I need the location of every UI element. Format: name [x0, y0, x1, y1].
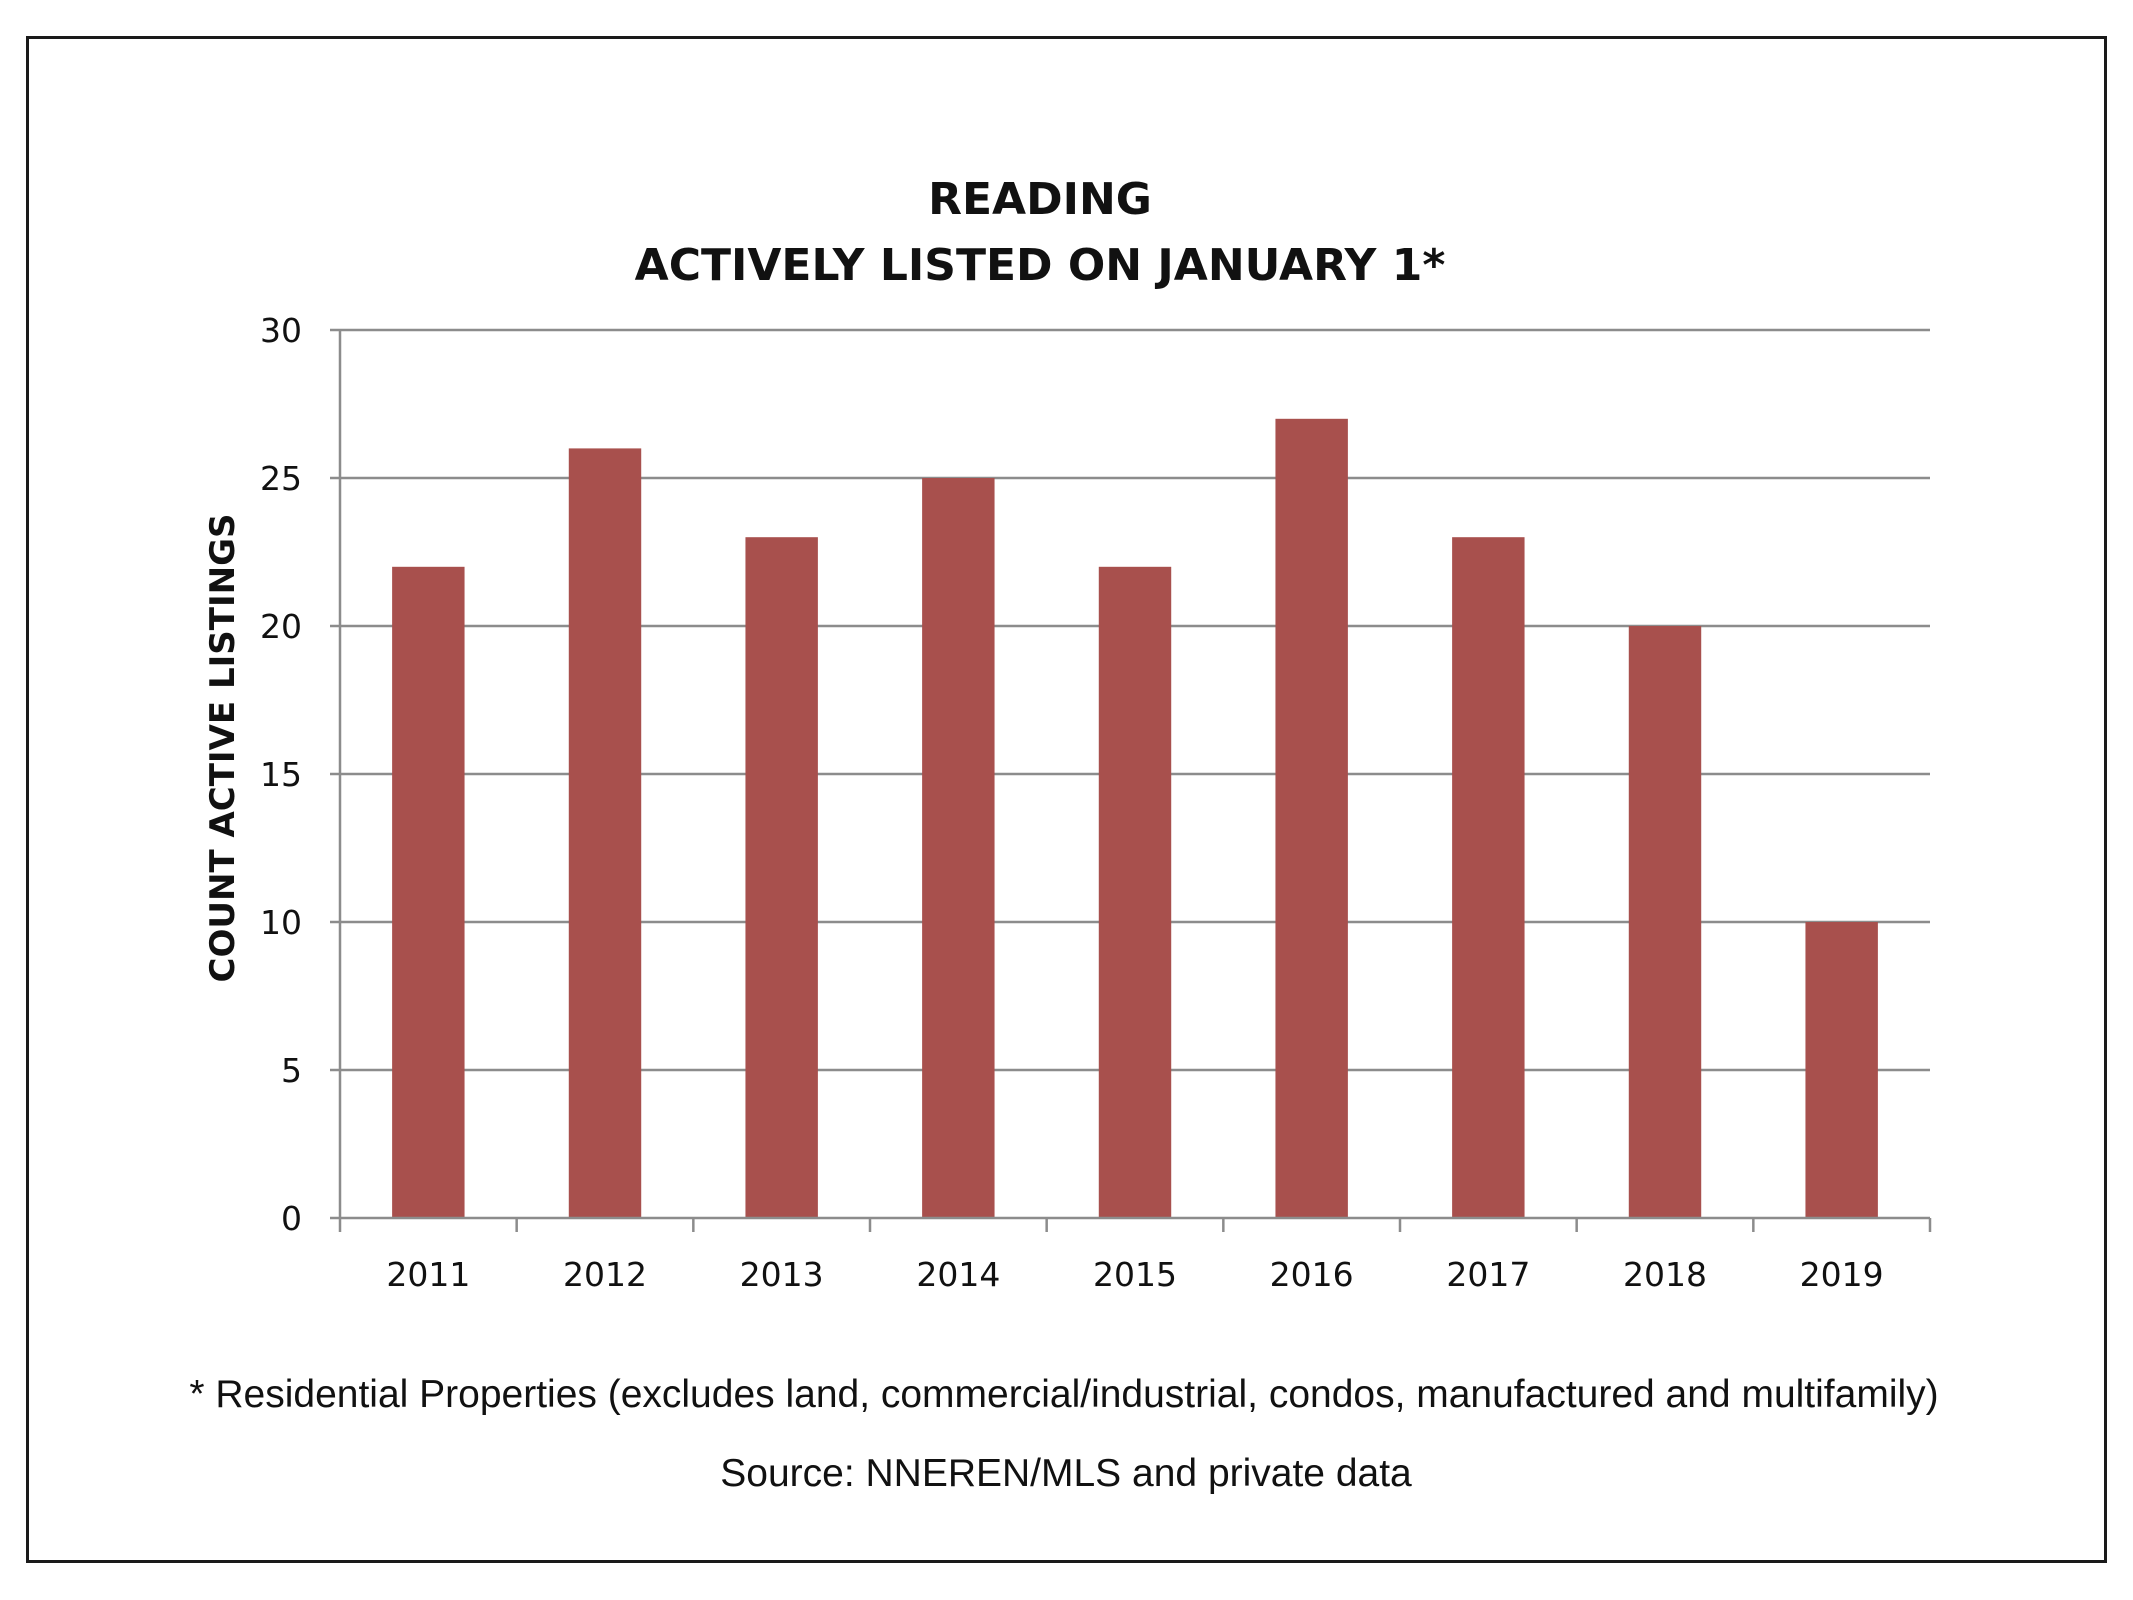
- bar-2012: [568, 448, 642, 1218]
- bar-2018: [1628, 626, 1702, 1218]
- y-tick-labels: 0 5 10 15 20 25 30: [260, 311, 302, 1238]
- y-tick-label: 30: [260, 311, 302, 350]
- bar-2014: [922, 478, 995, 1218]
- x-tick-labels: 2011 2012 2013 2014 2015 2016 2017 2018 2019: [386, 1255, 1883, 1294]
- y-tick-label: 15: [260, 755, 302, 794]
- x-tick-label-2018: 2018: [1623, 1255, 1707, 1294]
- x-tick-label-2012: 2012: [563, 1255, 647, 1294]
- y-axis-label: COUNT ACTIVE LISTINGS: [203, 514, 243, 983]
- chart-title-line-2: ACTIVELY LISTED ON JANUARY 1*: [635, 240, 1446, 291]
- bars: [392, 418, 1878, 1218]
- x-tick-label-2014: 2014: [916, 1255, 1000, 1294]
- footnote: * Residential Properties (excludes land,…: [189, 1373, 1938, 1416]
- chart-title-line-1: READING: [928, 174, 1152, 225]
- bar-2016: [1275, 418, 1348, 1218]
- x-tick-label-2016: 2016: [1270, 1255, 1354, 1294]
- y-tick-label: 0: [281, 1199, 302, 1238]
- y-tick-label: 10: [260, 903, 302, 942]
- source-note: Source: NNEREN/MLS and private data: [720, 1452, 1412, 1495]
- bar-2015: [1098, 566, 1172, 1218]
- x-tick-label-2013: 2013: [740, 1255, 824, 1294]
- chart-frame: [26, 36, 2107, 1563]
- bar-2019: [1805, 922, 1878, 1218]
- y-tick-label: 25: [260, 459, 302, 498]
- bar-2017: [1452, 537, 1525, 1218]
- bar-2011: [392, 566, 465, 1218]
- axes: [338, 330, 1932, 1232]
- x-tick-label-2019: 2019: [1800, 1255, 1884, 1294]
- bar-2013: [745, 537, 818, 1218]
- y-tick-label: 20: [260, 607, 302, 646]
- x-tick-label-2017: 2017: [1446, 1255, 1530, 1294]
- y-tick-label: 5: [281, 1051, 302, 1090]
- x-tick-label-2015: 2015: [1093, 1255, 1177, 1294]
- x-tick-label-2011: 2011: [386, 1255, 470, 1294]
